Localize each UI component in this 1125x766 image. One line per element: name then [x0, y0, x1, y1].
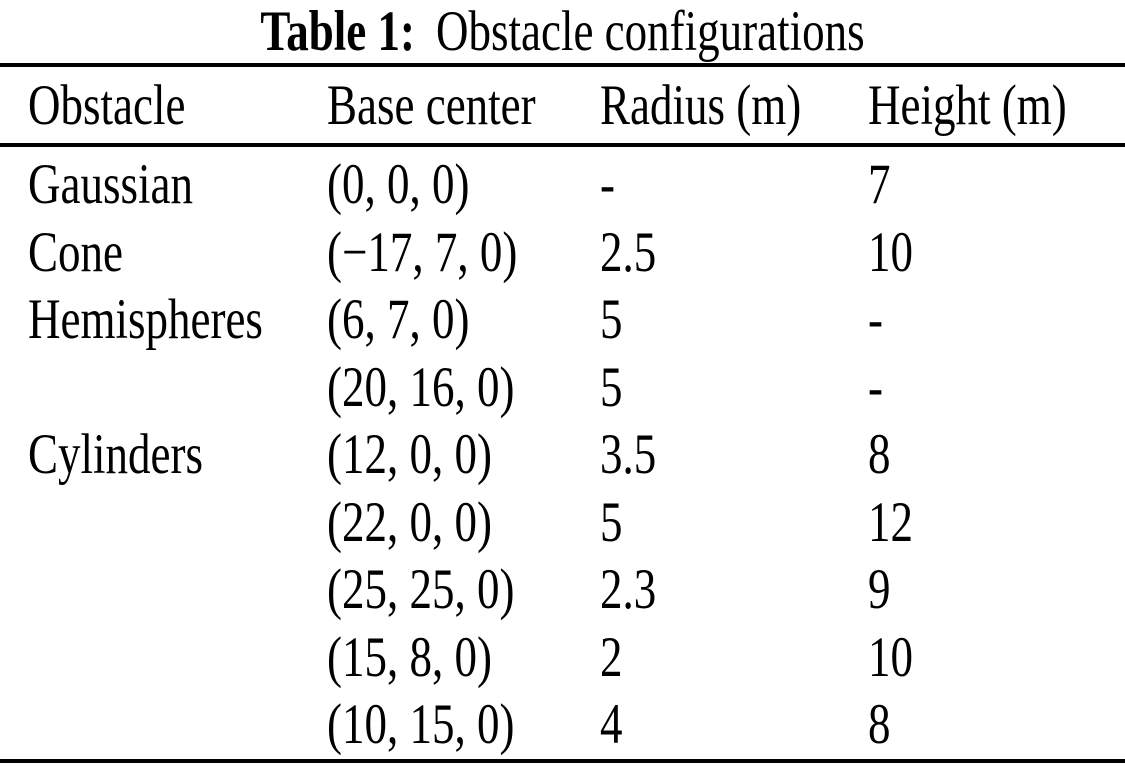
- cell-height-text: -: [868, 287, 883, 351]
- cell-base-center: (10, 15, 0): [327, 696, 600, 753]
- cell-base-center-text: (10, 15, 0): [327, 692, 515, 756]
- cell-radius: -: [600, 156, 868, 213]
- table-row: Cone (−17, 7, 0) 2.5 10: [0, 219, 1125, 287]
- cell-obstacle-text: Gaussian: [28, 152, 193, 216]
- cell-obstacle-text: Hemispheres: [28, 287, 263, 351]
- cell-height: 12: [868, 493, 1125, 550]
- cell-height: -: [868, 291, 1125, 348]
- cell-base-center-text: (0, 0, 0): [327, 152, 470, 216]
- table-row: Hemispheres (6, 7, 0) 5 -: [0, 286, 1125, 354]
- cell-obstacle-text: Cone: [28, 220, 123, 284]
- column-header-height-label: Height (m): [868, 72, 1067, 136]
- cell-base-center-text: (6, 7, 0): [327, 287, 470, 351]
- cell-height-text: 10: [868, 625, 913, 689]
- cell-radius: 5: [600, 291, 868, 348]
- cell-base-center-text: (12, 0, 0): [327, 422, 492, 486]
- cell-radius-text: 3.5: [600, 422, 657, 486]
- cell-radius: 4: [600, 696, 868, 753]
- table-row: (25, 25, 0) 2.3 9: [0, 556, 1125, 624]
- cell-base-center: (20, 16, 0): [327, 358, 600, 415]
- cell-base-center-text: (−17, 7, 0): [327, 220, 518, 284]
- cell-base-center: (6, 7, 0): [327, 291, 600, 348]
- table-caption-label: Table 1:: [260, 0, 415, 63]
- cell-radius-text: 2.3: [600, 557, 657, 621]
- cell-obstacle: Hemispheres: [28, 291, 327, 348]
- cell-obstacle: Cylinders: [28, 426, 327, 483]
- table-caption-text-wrap: Table 1: Obstacle configurations: [260, 3, 864, 60]
- cell-height: 10: [868, 223, 1125, 280]
- table-row: Cylinders (12, 0, 0) 3.5 8: [0, 421, 1125, 489]
- cell-radius-text: 5: [600, 355, 623, 419]
- cell-height: 7: [868, 156, 1125, 213]
- cell-base-center: (15, 8, 0): [327, 628, 600, 685]
- cell-base-center-text: (15, 8, 0): [327, 625, 492, 689]
- column-header-height: Height (m): [868, 76, 1125, 133]
- column-header-radius: Radius (m): [600, 76, 868, 133]
- cell-obstacle-text: Cylinders: [28, 422, 203, 486]
- table-bottom-rule: [0, 758, 1125, 763]
- column-header-base-center: Base center: [327, 76, 600, 133]
- cell-base-center-text: (25, 25, 0): [327, 557, 515, 621]
- cell-base-center: (22, 0, 0): [327, 493, 600, 550]
- table-row: (15, 8, 0) 2 10: [0, 624, 1125, 692]
- column-header-obstacle-label: Obstacle: [28, 72, 186, 136]
- cell-radius: 2.3: [600, 561, 868, 618]
- column-header-base-center-label: Base center: [327, 72, 536, 136]
- cell-base-center-text: (22, 0, 0): [327, 490, 492, 554]
- cell-base-center: (−17, 7, 0): [327, 223, 600, 280]
- table-caption: Table 1: Obstacle configurations: [0, 0, 1125, 63]
- cell-height-text: 8: [868, 422, 891, 486]
- cell-height: 8: [868, 426, 1125, 483]
- cell-radius-text: 2: [600, 625, 623, 689]
- table-caption-title: Obstacle configurations: [436, 0, 865, 63]
- cell-height-text: 10: [868, 220, 913, 284]
- cell-base-center: (12, 0, 0): [327, 426, 600, 483]
- cell-height: 8: [868, 696, 1125, 753]
- table-row: (10, 15, 0) 4 8: [0, 691, 1125, 759]
- cell-radius-text: 2.5: [600, 220, 657, 284]
- table-row: Gaussian (0, 0, 0) - 7: [0, 151, 1125, 219]
- column-header-radius-label: Radius (m): [600, 72, 802, 136]
- cell-radius-text: 4: [600, 692, 623, 756]
- column-header-obstacle: Obstacle: [28, 76, 327, 133]
- table-row: (22, 0, 0) 5 12: [0, 489, 1125, 557]
- cell-radius: 5: [600, 358, 868, 415]
- cell-obstacle: Cone: [28, 223, 327, 280]
- cell-height-text: 8: [868, 692, 891, 756]
- cell-radius: 5: [600, 493, 868, 550]
- cell-radius-text: -: [600, 152, 615, 216]
- table-body: Gaussian (0, 0, 0) - 7 Cone (−17, 7, 0) …: [0, 147, 1125, 759]
- table-row: (20, 16, 0) 5 -: [0, 354, 1125, 422]
- cell-radius: 3.5: [600, 426, 868, 483]
- cell-height-text: -: [868, 355, 883, 419]
- table-top-rule: [0, 63, 1125, 67]
- cell-height-text: 12: [868, 490, 913, 554]
- cell-base-center-text: (20, 16, 0): [327, 355, 515, 419]
- cell-obstacle: Gaussian: [28, 156, 327, 213]
- table-header-row: Obstacle Base center Radius (m) Height (…: [0, 67, 1125, 143]
- cell-height-text: 7: [868, 152, 891, 216]
- table-header-rule: [0, 143, 1125, 147]
- cell-radius-text: 5: [600, 287, 623, 351]
- cell-base-center: (0, 0, 0): [327, 156, 600, 213]
- cell-radius: 2: [600, 628, 868, 685]
- cell-height: 10: [868, 628, 1125, 685]
- cell-radius: 2.5: [600, 223, 868, 280]
- cell-height-text: 9: [868, 557, 891, 621]
- cell-height: 9: [868, 561, 1125, 618]
- cell-height: -: [868, 358, 1125, 415]
- cell-base-center: (25, 25, 0): [327, 561, 600, 618]
- cell-radius-text: 5: [600, 490, 623, 554]
